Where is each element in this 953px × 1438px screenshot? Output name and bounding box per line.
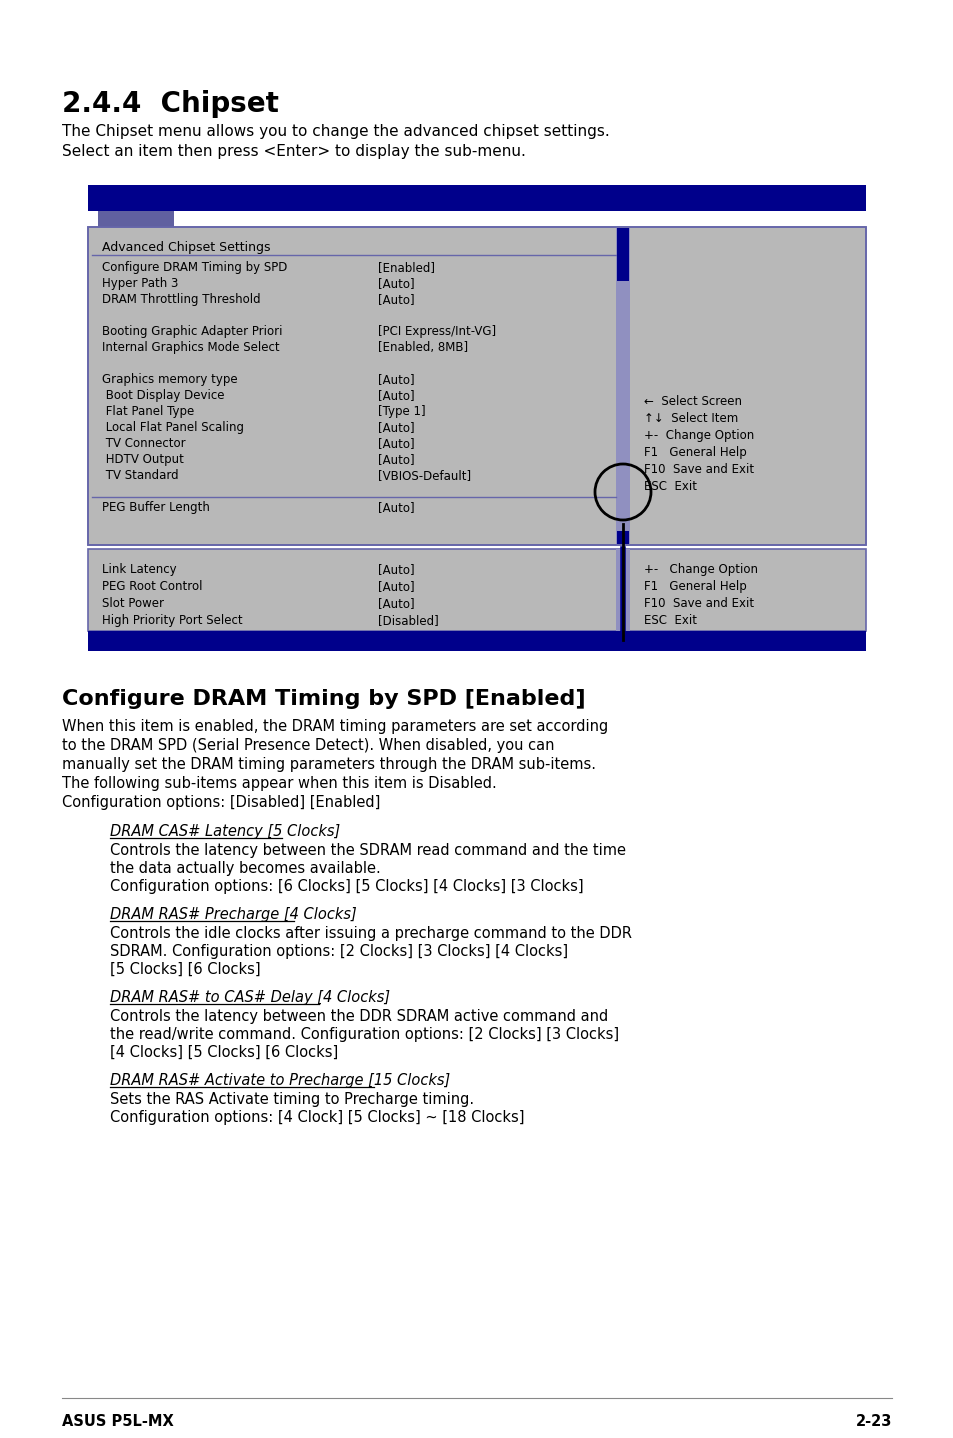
Text: ↑↓  Select Item: ↑↓ Select Item [643,413,738,426]
Text: ESC  Exit: ESC Exit [643,480,697,493]
Bar [88,227,865,545]
Text: The Chipset menu allows you to change the advanced chipset settings.: The Chipset menu allows you to change th… [62,124,609,139]
Text: [Auto]: [Auto] [377,580,415,592]
Text: TV Connector: TV Connector [102,437,186,450]
Text: [Auto]: [Auto] [377,564,415,577]
Text: DRAM CAS# Latency [5 Clocks]: DRAM CAS# Latency [5 Clocks] [110,824,340,838]
Text: HDTV Output: HDTV Output [102,453,184,466]
Text: [Auto]: [Auto] [377,293,415,306]
Text: ASUS P5L-MX: ASUS P5L-MX [62,1414,173,1429]
Text: DRAM RAS# Precharge [4 Clocks]: DRAM RAS# Precharge [4 Clocks] [110,907,356,922]
Text: F10  Save and Exit: F10 Save and Exit [643,463,753,476]
Text: (C)Copyright 1985-2002, American Megatrends, Inc.: (C)Copyright 1985-2002, American Megatre… [331,636,622,646]
Text: +-   Change Option: +- Change Option [643,564,758,577]
Text: [Enabled]: [Enabled] [377,262,435,275]
Text: When this item is enabled, the DRAM timing parameters are set according: When this item is enabled, the DRAM timi… [62,719,608,733]
Text: DRAM RAS# Activate to Precharge [15 Clocks]: DRAM RAS# Activate to Precharge [15 Cloc… [110,1073,450,1089]
Text: Configure DRAM Timing by SPD [Enabled]: Configure DRAM Timing by SPD [Enabled] [62,689,585,709]
Text: F1   General Help: F1 General Help [643,446,746,459]
Text: 2-23: 2-23 [855,1414,891,1429]
Text: Select an item then press <Enter> to display the sub-menu.: Select an item then press <Enter> to dis… [62,144,525,160]
Text: Sets the RAS Activate timing to Precharge timing.: Sets the RAS Activate timing to Precharg… [110,1091,474,1107]
Text: ←  Select Screen: ← Select Screen [643,395,741,408]
Text: [Auto]: [Auto] [377,453,415,466]
Text: [Disabled]: [Disabled] [377,614,438,627]
Text: TV Standard: TV Standard [102,469,178,482]
Text: Controls the latency between the DDR SDRAM active command and: Controls the latency between the DDR SDR… [110,1009,608,1024]
Text: BIOS SETUP UTILITY: BIOS SETUP UTILITY [397,191,556,206]
Text: Configuration options: [Disabled] [Enabled]: Configuration options: [Disabled] [Enabl… [62,795,380,810]
Text: The following sub-items appear when this item is Disabled.: The following sub-items appear when this… [62,777,497,791]
Text: F1   General Help: F1 General Help [643,580,746,592]
Bar [88,549,865,631]
Text: to the DRAM SPD (Serial Presence Detect). When disabled, you can: to the DRAM SPD (Serial Presence Detect)… [62,738,554,754]
Text: Boot Display Device: Boot Display Device [102,390,224,403]
Text: [Auto]: [Auto] [377,390,415,403]
Text: the read/write command. Configuration options: [2 Clocks] [3 Clocks]: the read/write command. Configuration op… [110,1027,618,1043]
Text: Slot Power: Slot Power [102,597,164,610]
Text: High Priority Port Select: High Priority Port Select [102,614,242,627]
Text: Controls the latency between the SDRAM read command and the time: Controls the latency between the SDRAM r… [110,843,625,858]
Bar [88,186,865,211]
Text: Link Latency: Link Latency [102,564,176,577]
Bar [98,211,173,227]
Text: 2.4.4  Chipset: 2.4.4 Chipset [62,91,278,118]
Bar [617,229,628,242]
Text: [Auto]: [Auto] [377,500,415,513]
Text: [Auto]: [Auto] [377,597,415,610]
Text: [Type 1]: [Type 1] [377,406,425,418]
Text: DRAM RAS# to CAS# Delay [4 Clocks]: DRAM RAS# to CAS# Delay [4 Clocks] [110,989,390,1005]
Bar [617,531,628,544]
Text: Local Flat Panel Scaling: Local Flat Panel Scaling [102,421,244,434]
Text: +-  Change Option: +- Change Option [643,429,754,441]
Text: [5 Clocks] [6 Clocks]: [5 Clocks] [6 Clocks] [110,962,260,976]
Bar [88,631,865,651]
Text: [Auto]: [Auto] [377,421,415,434]
Bar [616,549,629,631]
Text: Hyper Path 3: Hyper Path 3 [102,278,178,290]
Text: PEG Buffer Length: PEG Buffer Length [102,500,210,513]
Text: Configure DRAM Timing by SPD: Configure DRAM Timing by SPD [102,262,287,275]
Text: ESC  Exit: ESC Exit [643,614,697,627]
Text: Flat Panel Type: Flat Panel Type [102,406,194,418]
Text: [Auto]: [Auto] [377,372,415,385]
Text: [4 Clocks] [5 Clocks] [6 Clocks]: [4 Clocks] [5 Clocks] [6 Clocks] [110,1045,338,1060]
Text: [Auto]: [Auto] [377,437,415,450]
Bar [616,227,629,545]
Text: Configuration options: [6 Clocks] [5 Clocks] [4 Clocks] [3 Clocks]: Configuration options: [6 Clocks] [5 Clo… [110,879,583,894]
Bar [88,227,865,545]
Text: PEG Root Control: PEG Root Control [102,580,202,592]
Text: Advanced: Advanced [102,214,160,227]
Text: [VBIOS-Default]: [VBIOS-Default] [377,469,471,482]
Text: DRAM Throttling Threshold: DRAM Throttling Threshold [102,293,260,306]
Text: Advanced Chipset Settings: Advanced Chipset Settings [102,242,271,255]
Text: [Enabled, 8MB]: [Enabled, 8MB] [377,341,468,354]
Text: F10  Save and Exit: F10 Save and Exit [643,597,753,610]
Bar [617,242,628,280]
Text: Graphics memory type: Graphics memory type [102,372,237,385]
Text: SDRAM. Configuration options: [2 Clocks] [3 Clocks] [4 Clocks]: SDRAM. Configuration options: [2 Clocks]… [110,943,568,959]
Text: [Auto]: [Auto] [377,278,415,290]
Text: Internal Graphics Mode Select: Internal Graphics Mode Select [102,341,279,354]
Text: Booting Graphic Adapter Priori: Booting Graphic Adapter Priori [102,325,282,338]
Text: the data actually becomes available.: the data actually becomes available. [110,861,380,876]
Text: Configuration options: [4 Clock] [5 Clocks] ~ [18 Clocks]: Configuration options: [4 Clock] [5 Cloc… [110,1110,524,1125]
Text: [PCI Express/Int-VG]: [PCI Express/Int-VG] [377,325,496,338]
Text: Controls the idle clocks after issuing a precharge command to the DDR: Controls the idle clocks after issuing a… [110,926,631,940]
Text: manually set the DRAM timing parameters through the DRAM sub-items.: manually set the DRAM timing parameters … [62,756,596,772]
